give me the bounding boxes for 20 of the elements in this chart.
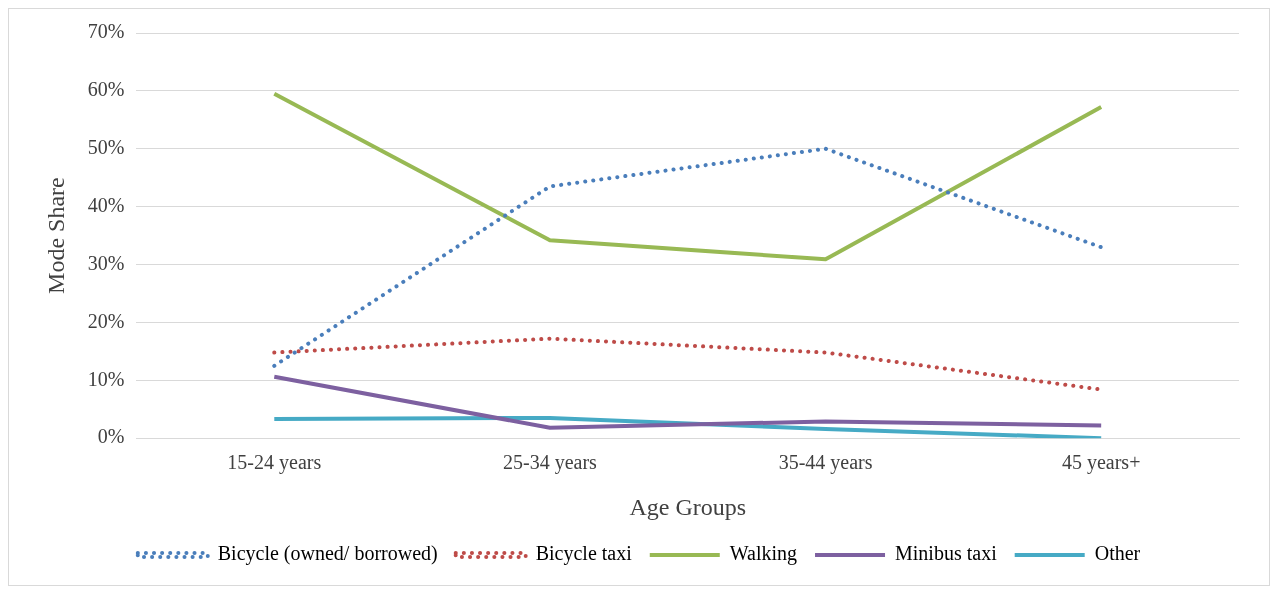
legend-label: Minibus taxi	[895, 542, 998, 565]
y-tick-label: 50%	[87, 136, 125, 159]
line-series	[272, 146, 1104, 368]
x-tick-label: 15-24 years	[227, 451, 322, 475]
x-tick-label: 25-34 years	[502, 451, 598, 475]
y-tick-label: 40%	[87, 193, 125, 216]
legend-label: Bicycle (owned/ borrowed)	[217, 542, 438, 566]
y-tick-label: 30%	[87, 251, 125, 274]
x-tick-label: 45 years+	[1061, 451, 1141, 475]
y-axis-title: Mode Share	[42, 177, 69, 294]
y-tick-label: 20%	[87, 309, 125, 332]
y-tick-label: 10%	[87, 367, 125, 390]
legend-label: Other	[1094, 542, 1141, 565]
legend-label: Walking	[729, 542, 798, 566]
y-tick-label: 0%	[97, 425, 125, 448]
x-tick-label: 35-44 years	[778, 451, 873, 475]
legend-label: Bicycle taxi	[535, 542, 633, 566]
y-tick-label: 60%	[87, 78, 125, 101]
x-axis-title: Age Groups	[629, 493, 747, 520]
y-tick-label: 70%	[87, 20, 125, 43]
